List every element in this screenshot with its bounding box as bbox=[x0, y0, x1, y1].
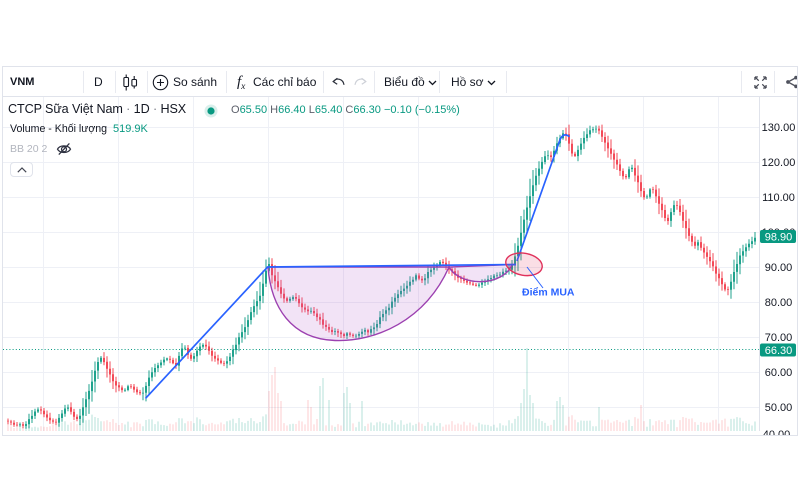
svg-text:98.90: 98.90 bbox=[765, 231, 793, 243]
svg-text:130.00: 130.00 bbox=[762, 122, 796, 134]
svg-text:Điểm MUA: Điểm MUA bbox=[522, 287, 575, 299]
svg-text:50.00: 50.00 bbox=[765, 402, 793, 414]
svg-text:90.00: 90.00 bbox=[765, 262, 793, 274]
svg-text:66.30: 66.30 bbox=[765, 345, 793, 357]
svg-text:120.00: 120.00 bbox=[762, 157, 796, 169]
svg-text:80.00: 80.00 bbox=[765, 297, 793, 309]
svg-text:70.00: 70.00 bbox=[765, 332, 793, 344]
svg-text:60.00: 60.00 bbox=[765, 367, 793, 379]
svg-text:110.00: 110.00 bbox=[762, 192, 795, 204]
